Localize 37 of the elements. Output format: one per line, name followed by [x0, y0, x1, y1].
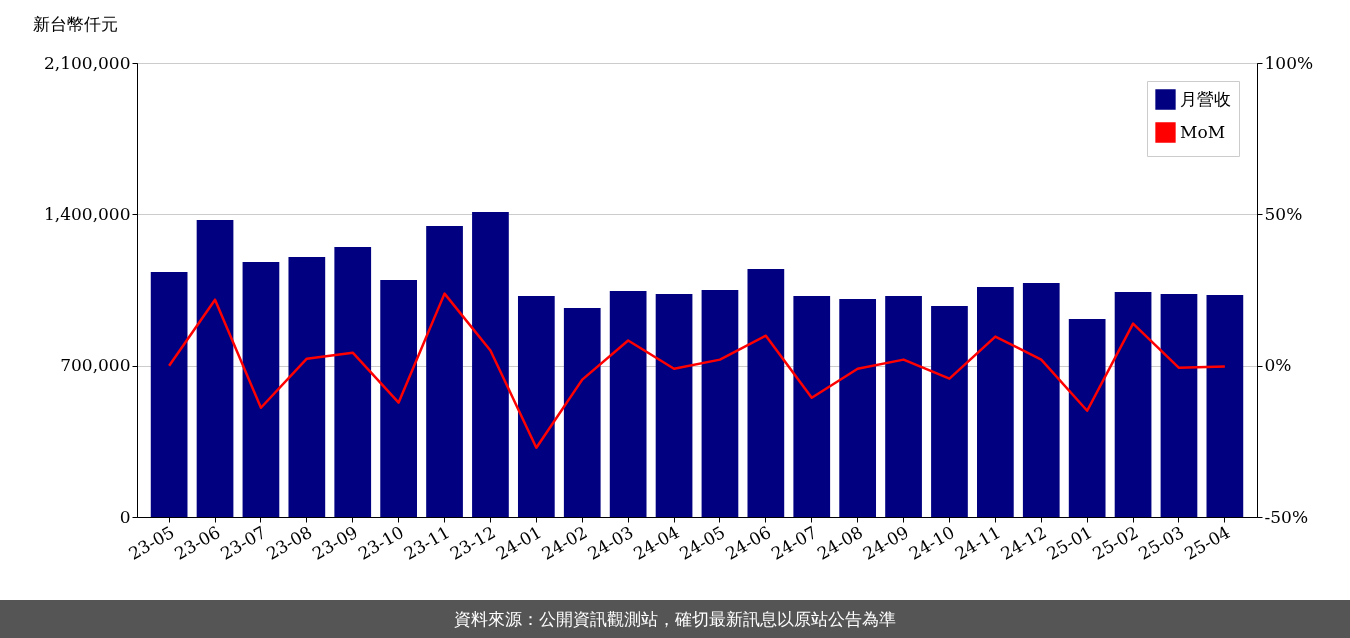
legend-label: MoM	[1180, 121, 1226, 142]
bar	[1068, 318, 1106, 517]
bar	[380, 280, 417, 517]
bar	[242, 261, 280, 517]
bar	[196, 219, 234, 517]
bar	[977, 286, 1014, 517]
bar	[1022, 283, 1060, 517]
bar	[426, 226, 463, 517]
bar	[1160, 293, 1198, 517]
bar	[472, 211, 509, 517]
y-tick-label: 700,000	[60, 355, 131, 376]
bar	[931, 306, 968, 517]
bar	[150, 272, 188, 517]
y-tick-label: 1,400,000	[43, 203, 131, 224]
bar	[885, 296, 922, 517]
y-axis-title: 新台幣仟元	[32, 13, 118, 34]
bar	[288, 256, 326, 517]
bar	[839, 299, 877, 517]
y2-tick-label: 100%	[1264, 52, 1314, 73]
legend-label: 月營收	[1180, 88, 1231, 109]
bar	[609, 291, 647, 517]
bar	[793, 296, 831, 517]
y-tick-label: 2,100,000	[43, 52, 131, 73]
bar	[701, 290, 739, 517]
bar	[517, 296, 555, 517]
bar	[334, 246, 372, 517]
y-tick-label: 0	[119, 506, 131, 527]
bar	[1114, 291, 1152, 517]
y2-tick-label: 0%	[1264, 355, 1292, 376]
y2-tick-label: -50%	[1264, 506, 1309, 527]
line-series	[167, 292, 1227, 449]
bar	[563, 307, 601, 517]
y2-tick-label: 50%	[1264, 203, 1303, 224]
bar	[1206, 294, 1244, 517]
source-note: 資料來源：公開資訊觀測站，確切最新訊息以原站公告為準	[0, 600, 1350, 638]
bar	[655, 293, 693, 517]
bar	[747, 269, 785, 517]
